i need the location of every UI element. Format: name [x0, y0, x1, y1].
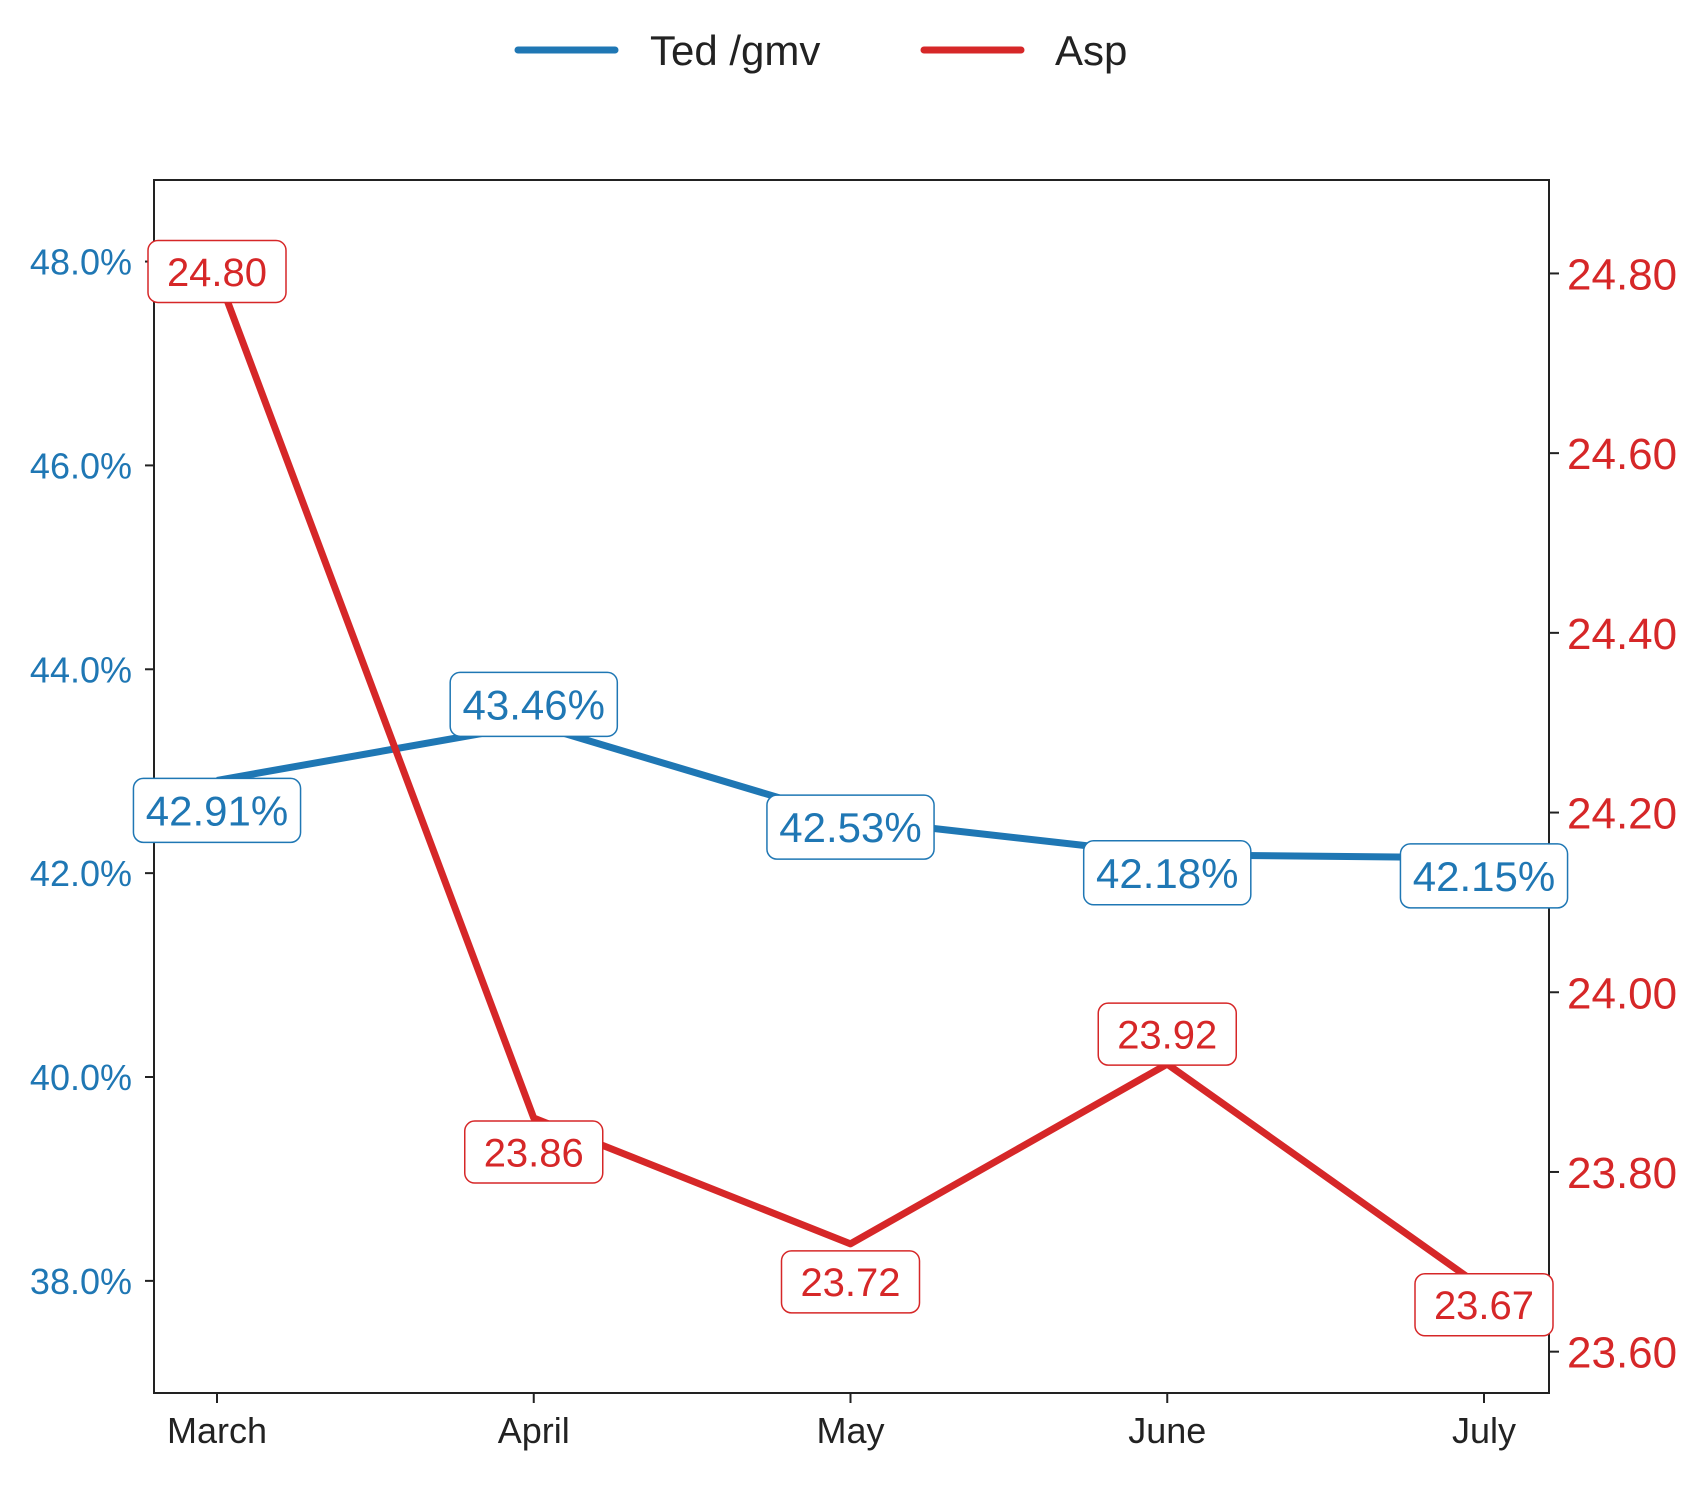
data-label: 42.15% [1413, 853, 1555, 900]
y-left-tick-label: 44.0% [30, 649, 132, 690]
y-left-tick-label: 40.0% [30, 1057, 132, 1098]
y-left-tick-label: 48.0% [30, 242, 132, 283]
data-label-box [1082, 840, 1252, 906]
y-right-tick-label: 24.00 [1567, 969, 1677, 1018]
data-label: 43.46% [463, 681, 605, 728]
data-label: 24.80 [167, 251, 267, 295]
plot-frame [153, 179, 1550, 1394]
x-axis: March April May June July [167, 1393, 1516, 1451]
y-axis-left: 38.0% 40.0% 42.0% 44.0% 46.0% 48.0% [30, 242, 154, 1302]
data-label-box [780, 1250, 921, 1314]
data-label-box [147, 239, 287, 304]
data-label: 23.92 [1117, 1014, 1217, 1058]
legend-label-1: Asp [1055, 27, 1127, 74]
data-labels-layer: 42.91% 43.46% 42.53% 42.18% 42.15% 24.80 23.86… [132, 239, 1569, 1337]
data-label: 42.18% [1096, 850, 1238, 897]
y-right-tick-label: 24.40 [1567, 610, 1677, 659]
data-label: 42.53% [779, 804, 921, 851]
y-right-tick-label: 24.20 [1567, 790, 1677, 839]
x-tick-label: July [1452, 1410, 1516, 1451]
series-line-1 [213, 272, 1487, 1292]
y-left-tick-label: 42.0% [30, 853, 132, 894]
data-label-box [132, 777, 302, 844]
y-right-tick-label: 23.80 [1567, 1149, 1677, 1198]
x-tick-label: March [167, 1410, 267, 1451]
data-label: 42.91% [146, 788, 288, 835]
x-tick-label: June [1128, 1410, 1206, 1451]
y-right-tick-label: 24.80 [1567, 250, 1677, 299]
y-right-tick-label: 24.60 [1567, 430, 1677, 479]
data-label-box [766, 794, 935, 860]
data-label-box [1097, 1002, 1237, 1066]
series-layer [213, 272, 1487, 1292]
x-tick-label: April [498, 1410, 570, 1451]
x-tick-label: May [816, 1410, 884, 1451]
data-label-box [464, 1120, 604, 1184]
y-left-tick-label: 38.0% [30, 1261, 132, 1302]
data-label: 23.72 [800, 1261, 900, 1305]
data-label-box [449, 671, 619, 738]
y-left-tick-label: 46.0% [30, 445, 132, 486]
data-label-box [1414, 1273, 1554, 1337]
data-label: 23.86 [484, 1131, 584, 1175]
y-right-tick-label: 23.60 [1567, 1329, 1677, 1378]
y-axis-right: 23.60 23.80 24.00 24.20 24.40 24.60 24.80 [1549, 250, 1677, 1378]
data-label-box [1399, 843, 1569, 909]
legend: Ted /gmv Asp [514, 27, 1127, 74]
legend-label-0: Ted /gmv [650, 27, 820, 74]
data-label: 23.67 [1434, 1284, 1534, 1328]
